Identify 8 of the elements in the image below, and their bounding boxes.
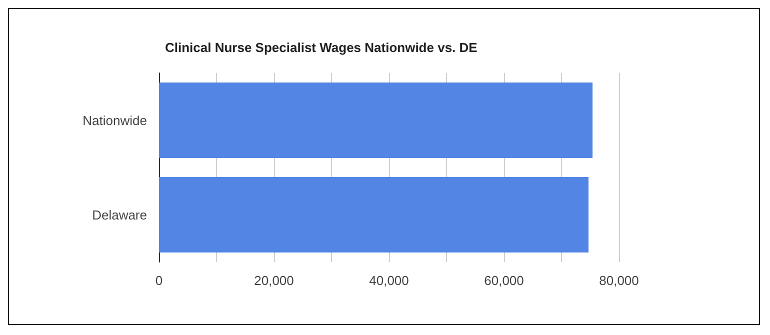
y-tick-label: Nationwide bbox=[82, 112, 147, 128]
x-tick-label: 60,000 bbox=[484, 273, 524, 288]
y-tick-label: Delaware bbox=[92, 207, 147, 222]
chart-title: Clinical Nurse Specialist Wages Nationwide vs. DE bbox=[165, 40, 478, 55]
x-tick-label: 40,000 bbox=[369, 273, 409, 288]
x-tick-label: 80,000 bbox=[599, 273, 639, 288]
x-tick-label: 0 bbox=[155, 273, 163, 288]
x-tick-label: 20,000 bbox=[254, 273, 294, 288]
